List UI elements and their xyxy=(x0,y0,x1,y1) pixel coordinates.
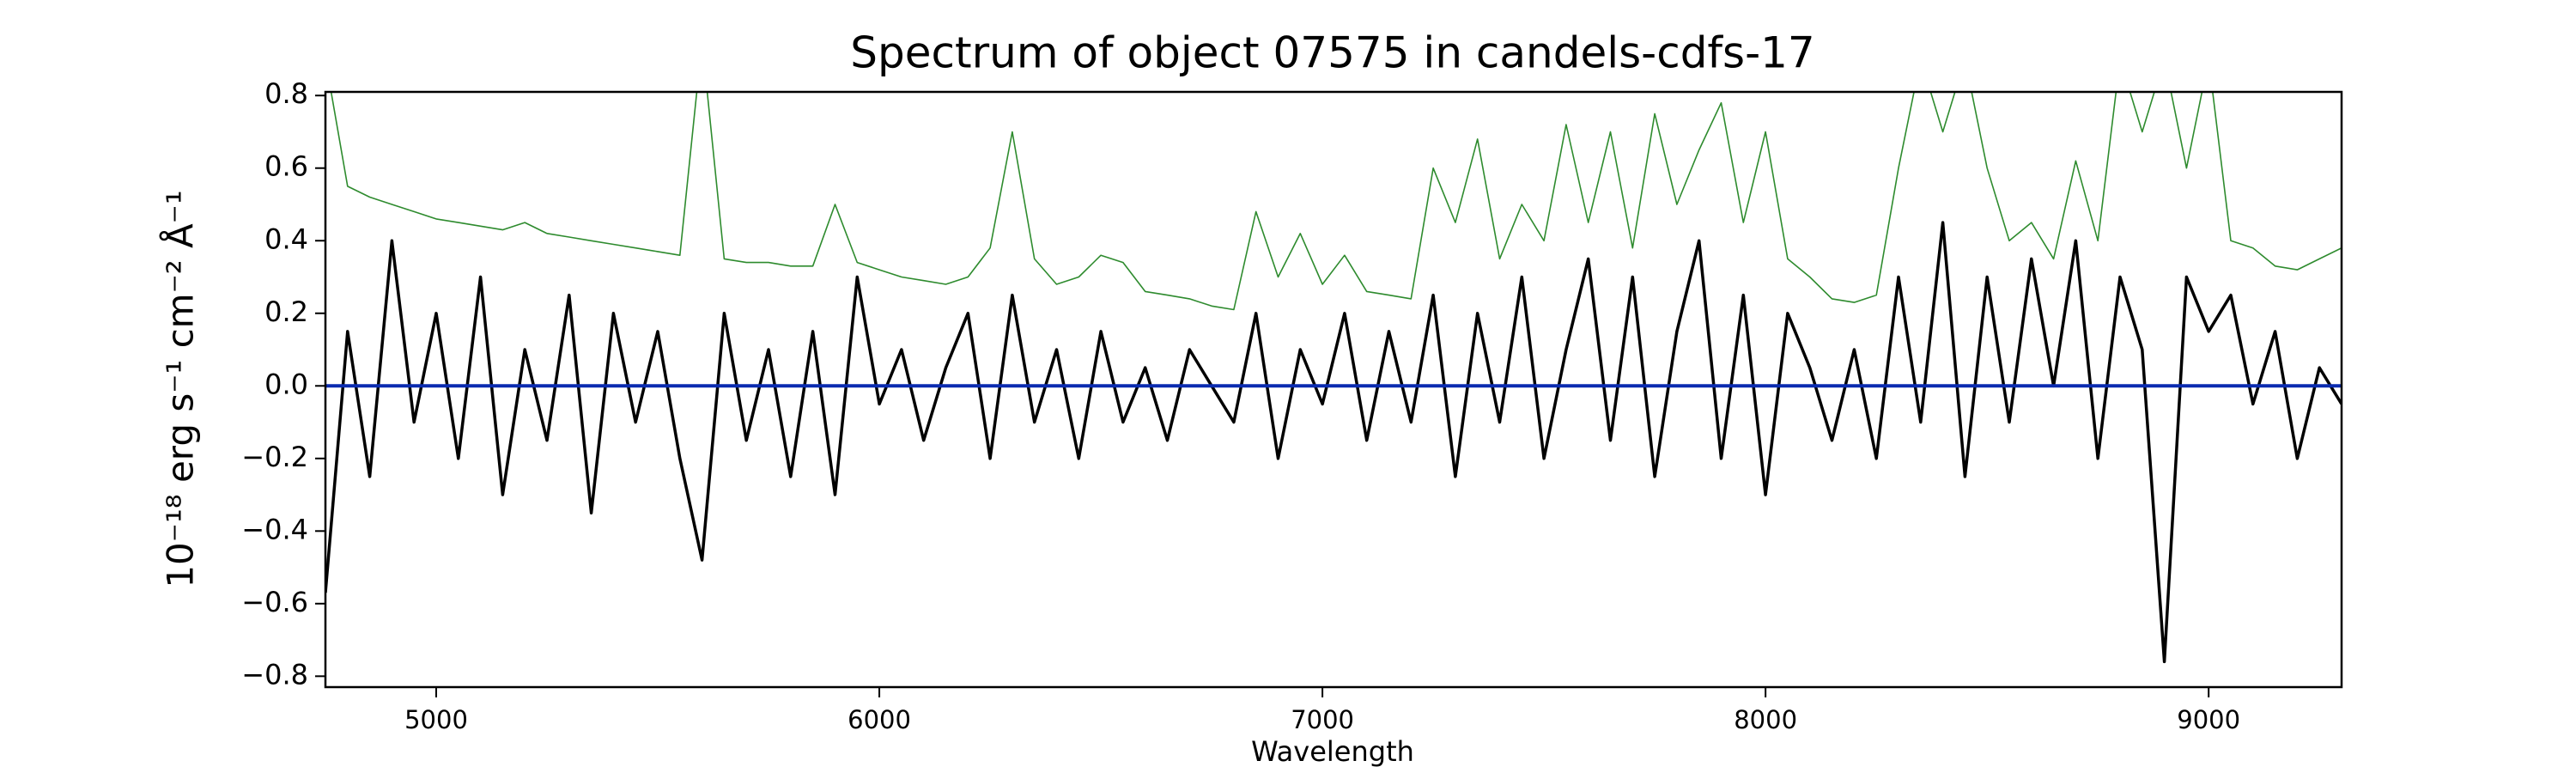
y-tick-label: 0.0 xyxy=(264,368,308,400)
y-tick-label: −0.4 xyxy=(241,513,308,545)
x-tick-label: 6000 xyxy=(848,705,911,734)
x-tick-label: 8000 xyxy=(1734,705,1797,734)
plot-area xyxy=(325,92,2342,664)
y-tick-label: −0.8 xyxy=(241,658,308,691)
y-tick-label: 0.8 xyxy=(264,77,308,110)
x-tick-label: 7000 xyxy=(1291,705,1354,734)
x-tick-label: 9000 xyxy=(2177,705,2240,734)
chart-title: Spectrum of object 07575 in candels-cdfs… xyxy=(850,28,1815,78)
spectrum-line xyxy=(330,92,2342,311)
y-tick-label: −0.6 xyxy=(241,586,308,618)
plot-frame xyxy=(324,90,2343,689)
y-tick-label: −0.2 xyxy=(241,441,308,473)
y-tick-label: 0.6 xyxy=(264,150,308,183)
y-tick-label: 0.2 xyxy=(264,295,308,328)
x-axis-label: Wavelength xyxy=(1251,735,1414,768)
y-tick-label: 0.4 xyxy=(264,222,308,255)
y-axis-label: 10⁻¹⁸ erg s⁻¹ cm⁻² Å⁻¹ xyxy=(159,190,202,587)
spectrum-line xyxy=(325,221,2342,664)
x-tick-label: 5000 xyxy=(404,705,468,734)
